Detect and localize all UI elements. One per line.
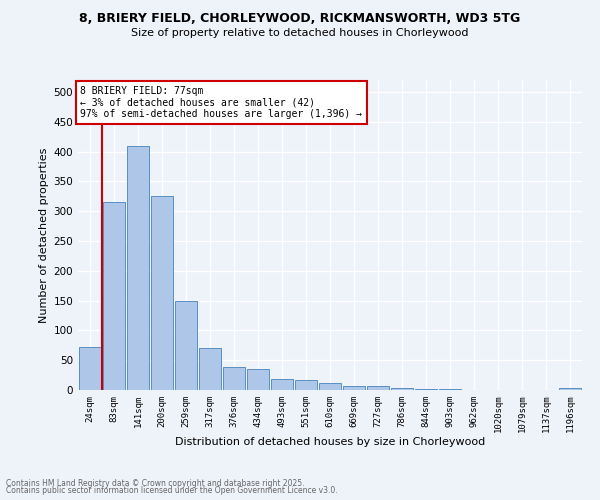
Bar: [319, 383, 341, 390]
Bar: [223, 368, 245, 390]
Bar: [559, 388, 581, 390]
Bar: [343, 386, 365, 390]
Text: 8, BRIERY FIELD, CHORLEYWOOD, RICKMANSWORTH, WD3 5TG: 8, BRIERY FIELD, CHORLEYWOOD, RICKMANSWO…: [79, 12, 521, 26]
Bar: [391, 388, 413, 390]
Bar: [247, 368, 269, 390]
Text: Contains public sector information licensed under the Open Government Licence v3: Contains public sector information licen…: [6, 486, 338, 495]
Bar: [367, 386, 389, 390]
Bar: [151, 196, 173, 390]
Bar: [79, 347, 101, 390]
Bar: [175, 300, 197, 390]
Bar: [199, 348, 221, 390]
Text: Contains HM Land Registry data © Crown copyright and database right 2025.: Contains HM Land Registry data © Crown c…: [6, 478, 305, 488]
Bar: [127, 146, 149, 390]
Bar: [295, 380, 317, 390]
X-axis label: Distribution of detached houses by size in Chorleywood: Distribution of detached houses by size …: [175, 436, 485, 446]
Y-axis label: Number of detached properties: Number of detached properties: [39, 148, 49, 322]
Bar: [271, 380, 293, 390]
Text: 8 BRIERY FIELD: 77sqm
← 3% of detached houses are smaller (42)
97% of semi-detac: 8 BRIERY FIELD: 77sqm ← 3% of detached h…: [80, 86, 362, 119]
Bar: [103, 202, 125, 390]
Bar: [415, 389, 437, 390]
Text: Size of property relative to detached houses in Chorleywood: Size of property relative to detached ho…: [131, 28, 469, 38]
